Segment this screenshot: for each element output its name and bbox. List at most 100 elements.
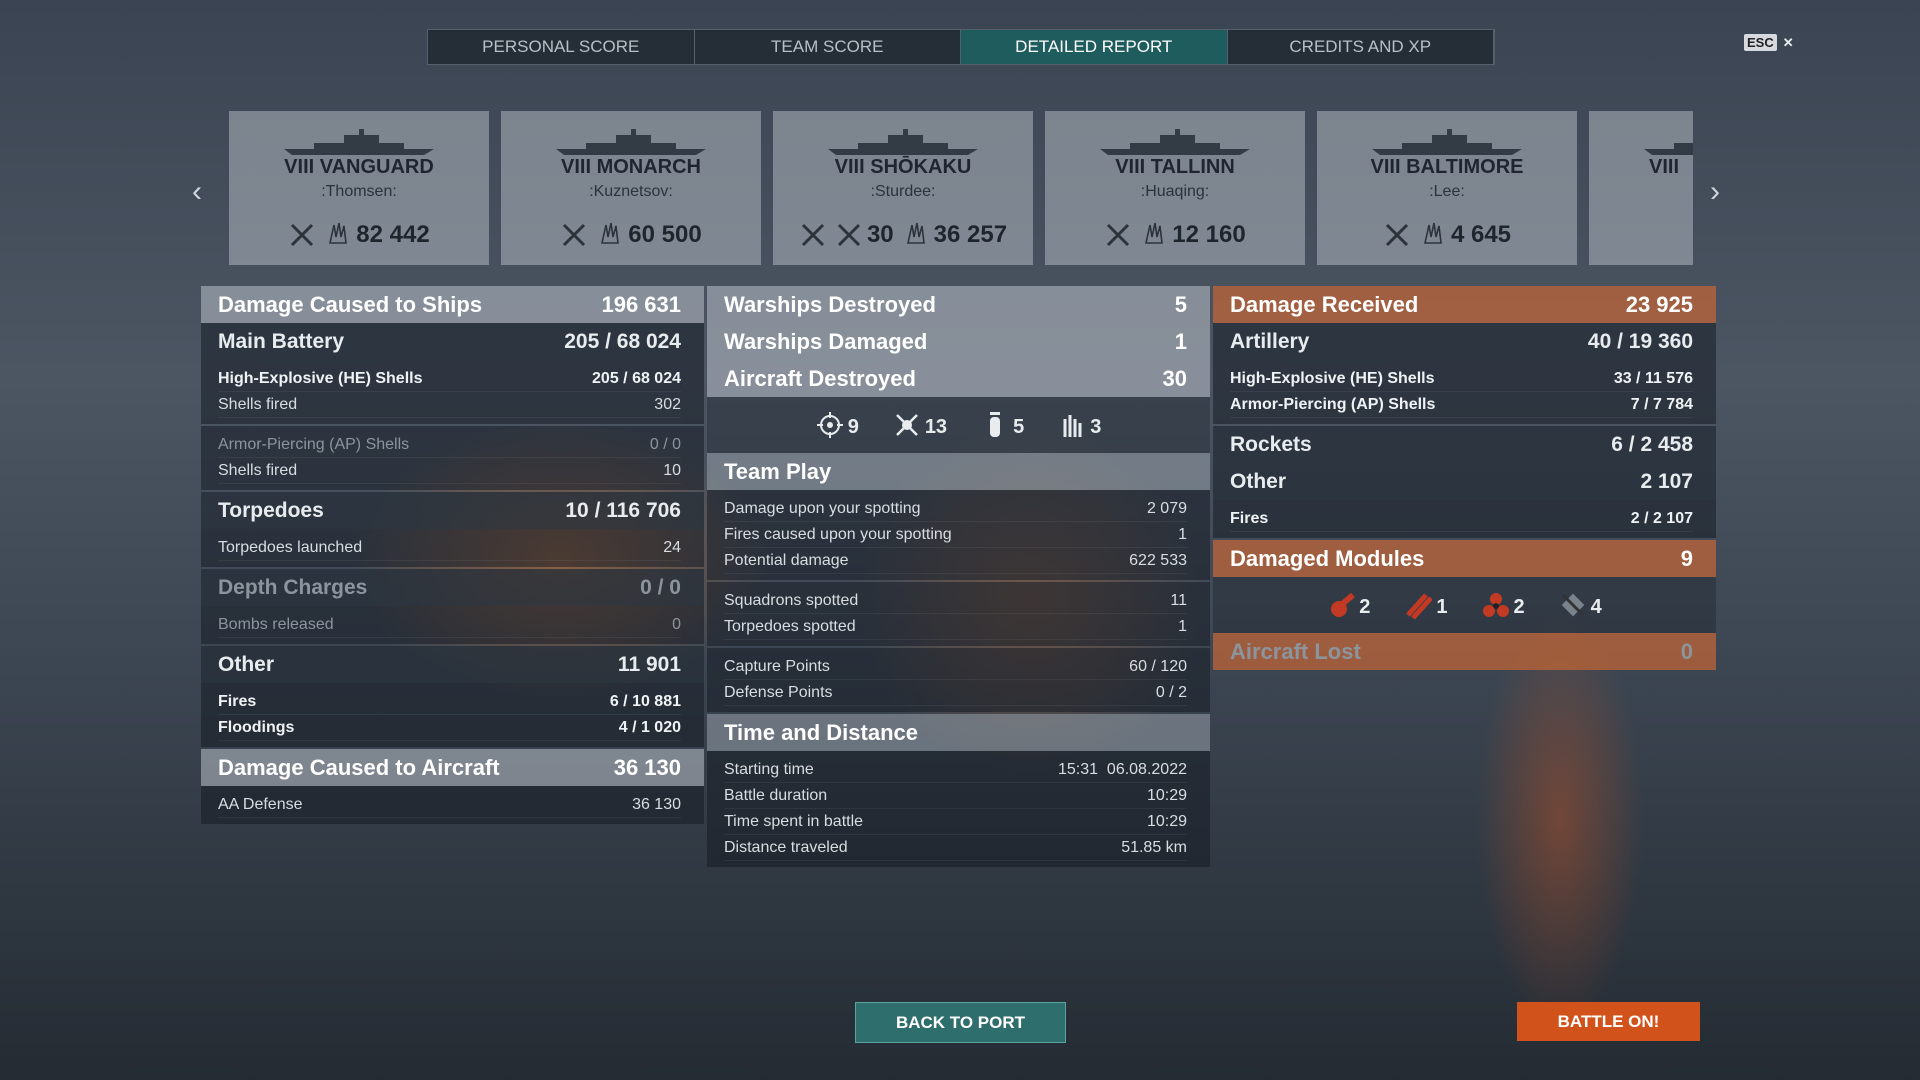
icon-stat: 4 — [1559, 591, 1602, 619]
icon-value: 3 — [1090, 416, 1102, 438]
subsection-header: Rockets 6 / 2 458 — [1213, 426, 1716, 463]
stat-value: 12 160 — [1172, 221, 1246, 248]
subsection-header: Main Battery 205 / 68 024 — [201, 323, 704, 360]
stat-row: Starting time 15:31 06.08.2022 — [724, 757, 1187, 783]
close-button[interactable]: ESC ✕ — [1744, 34, 1794, 51]
row-label: Defense Points — [724, 683, 833, 701]
row-label: Shells fired — [218, 395, 298, 413]
report-block: Aircraft Destroyed 30 9 13 5 3 — [707, 360, 1210, 453]
row-group: Fires 6 / 10 881 Floodings 4 / 1 020 — [201, 683, 704, 747]
row-label: Battle duration — [724, 786, 828, 804]
tab[interactable]: CREDITS AND XP — [1228, 30, 1494, 64]
icon-value: 13 — [924, 416, 948, 438]
value: 0 — [1680, 638, 1693, 664]
report-block: Damaged Modules 9 2 1 2 4 — [1213, 540, 1716, 633]
icon-value: 9 — [847, 416, 859, 438]
ship-card[interactable]: VIII BALTIMORE:Lee: 4 645 — [1317, 111, 1577, 265]
value: 11 901 — [617, 652, 681, 676]
label: Aircraft Destroyed — [724, 365, 916, 391]
row-value: 0 / 2 — [1155, 683, 1187, 701]
section-header: Warships Damaged 1 — [707, 323, 1210, 360]
row-value: 205 / 68 024 — [592, 369, 681, 387]
row-value: 51.85 km — [1121, 838, 1187, 856]
battle-on-button[interactable]: BATTLE ON! — [1517, 1002, 1700, 1041]
label: Warships Damaged — [724, 328, 928, 354]
row-value: 33 / 11 576 — [1613, 369, 1693, 387]
ship-card[interactable]: VIII — [1589, 111, 1693, 265]
icon-row: 9 13 5 3 — [707, 397, 1210, 453]
label: Damaged Modules — [1230, 545, 1425, 571]
ship-name: VIII — [1649, 156, 1680, 178]
ship-card[interactable]: VIII SHŌKAKU:Sturdee: 30 36 257 — [773, 111, 1033, 265]
row-value: 2 / 2 107 — [1630, 509, 1693, 527]
ship-silhouette — [1644, 143, 1693, 155]
section-header: Damage Caused to Ships 196 631 — [201, 286, 704, 323]
row-label: High-Explosive (HE) Shells — [218, 369, 423, 387]
value: 5 — [1174, 291, 1187, 317]
row-value: 1 — [1178, 525, 1187, 543]
row-value: 10:29 — [1146, 786, 1187, 804]
ship-silhouette — [556, 129, 706, 155]
ship-card[interactable]: VIII MONARCH:Kuznetsov: 60 500 — [501, 111, 761, 265]
report-block: Rockets 6 / 2 458 — [1213, 426, 1716, 463]
value: 0 / 0 — [640, 575, 681, 599]
tab[interactable]: DETAILED REPORT — [961, 30, 1228, 64]
report-block: Time and Distance Starting time 15:31 06.0… — [707, 714, 1210, 867]
ship-card[interactable]: VIII VANGUARD:Thomsen: 82 442 — [229, 111, 489, 265]
report-block: Damage Caused to Ships 196 631 — [201, 286, 704, 323]
aircraft-icon — [895, 414, 918, 436]
value: 6 / 2 458 — [1611, 432, 1693, 456]
stat-row: Floodings 4 / 1 020 — [218, 715, 681, 741]
ship-stats: 82 442 — [229, 221, 489, 249]
value: 205 / 68 024 — [564, 329, 681, 353]
section-header: Damaged Modules 9 — [1213, 540, 1716, 577]
prev-arrow[interactable]: ‹ — [192, 175, 202, 208]
stat-row: Distance traveled 51.85 km — [724, 835, 1187, 861]
back-to-port-button[interactable]: BACK TO PORT — [855, 1002, 1066, 1043]
damage-icon — [1423, 222, 1442, 244]
ship-silhouette — [828, 129, 978, 155]
stat-row: Shells fired 302 — [218, 392, 681, 418]
tab[interactable]: TEAM SCORE — [695, 30, 961, 64]
label: Rockets — [1230, 432, 1312, 456]
row-label: Bombs released — [218, 615, 334, 633]
ship-name: VIII SHŌKAKU — [834, 156, 972, 178]
stat-row: Torpedoes launched 24 — [218, 535, 681, 561]
icon-value: 2 — [1513, 596, 1525, 618]
subsection-header: Other 2 107 — [1213, 463, 1716, 500]
row-value: 2 079 — [1146, 499, 1187, 517]
icon-stat: 13 — [893, 411, 947, 439]
icon-stat: 2 — [1327, 591, 1370, 619]
row-group: AA Defense 36 130 — [201, 786, 704, 824]
icon-stat: 3 — [1058, 411, 1101, 439]
icon-stat: 2 — [1482, 591, 1525, 619]
ship-card[interactable]: VIII TALLINN:Huaqing: 12 160 — [1045, 111, 1305, 265]
row-value: 1 — [1178, 617, 1187, 635]
stat-row: Defense Points 0 / 2 — [724, 680, 1187, 706]
row-group: Starting time 15:31 06.08.2022 Battle dura… — [707, 751, 1210, 867]
subsection-header: Depth Charges 0 / 0 — [201, 569, 704, 606]
row-label: Distance traveled — [724, 838, 848, 856]
section-header: Time and Distance — [707, 714, 1210, 751]
close-icon: ✕ — [1782, 34, 1794, 50]
row-value: 4 / 1 020 — [618, 718, 681, 736]
row-value: 11 — [1170, 591, 1187, 609]
label: Team Play — [724, 458, 832, 484]
planes-icon — [291, 223, 314, 247]
label: Artillery — [1230, 329, 1310, 353]
next-arrow[interactable]: › — [1710, 175, 1720, 208]
value: 2 107 — [1640, 469, 1693, 493]
tab[interactable]: PERSONAL SCORE — [428, 30, 695, 64]
row-value: 10 — [663, 461, 681, 479]
ship-name: VIII TALLINN — [1115, 156, 1235, 178]
stat-value: 36 257 — [933, 221, 1008, 248]
icon-stat: 5 — [981, 411, 1024, 439]
row-label: Capture Points — [724, 657, 830, 675]
report-block: Depth Charges 0 / 0 Bombs released 0 — [201, 569, 704, 644]
report-block: Other 2 107 Fires 2 / 2 107 — [1213, 463, 1716, 538]
section-header: Warships Destroyed 5 — [707, 286, 1210, 323]
target-icon — [816, 412, 843, 438]
label: Torpedoes — [218, 498, 324, 522]
subsection-header: Torpedoes 10 / 116 706 — [201, 492, 704, 529]
report-column: Damage Caused to Ships 196 631 Main Batter… — [201, 286, 704, 826]
